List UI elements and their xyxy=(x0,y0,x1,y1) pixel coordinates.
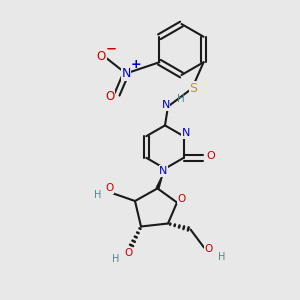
Text: O: O xyxy=(206,151,215,161)
Text: H: H xyxy=(177,94,184,104)
Text: N: N xyxy=(159,166,168,176)
Text: O: O xyxy=(106,183,114,193)
Text: O: O xyxy=(97,50,106,63)
Text: O: O xyxy=(204,244,213,254)
Text: H: H xyxy=(218,251,225,262)
Text: N: N xyxy=(182,128,190,138)
Text: N: N xyxy=(161,100,170,110)
Text: N: N xyxy=(121,67,131,80)
Text: H: H xyxy=(94,190,101,200)
Text: H: H xyxy=(112,254,120,265)
Text: O: O xyxy=(178,194,186,204)
Text: −: − xyxy=(106,42,117,55)
Text: S: S xyxy=(190,82,197,95)
Text: +: + xyxy=(130,58,141,71)
Text: O: O xyxy=(105,90,114,104)
Polygon shape xyxy=(155,169,165,189)
Text: O: O xyxy=(124,248,133,258)
